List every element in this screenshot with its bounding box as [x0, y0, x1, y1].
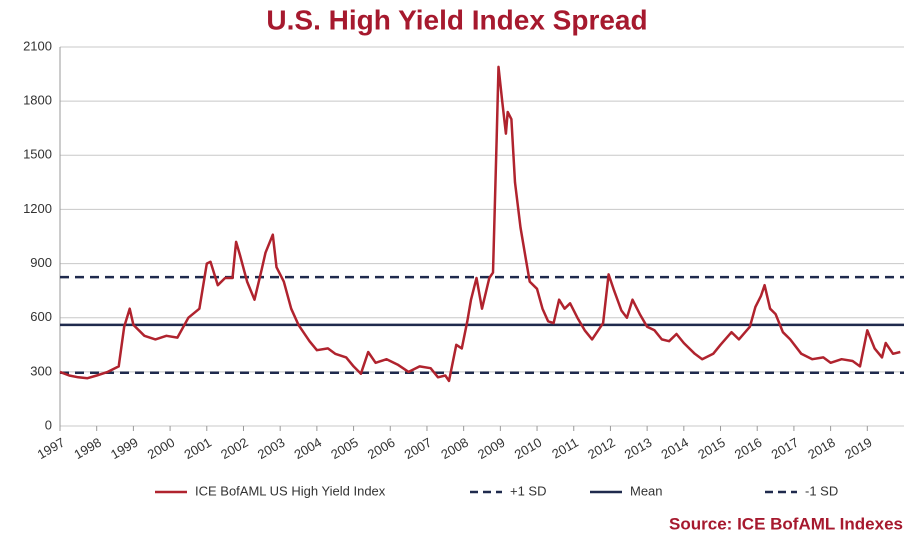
chart-title: U.S. High Yield Index Spread	[266, 4, 647, 35]
y-tick-label: 1200	[23, 201, 52, 216]
x-tick-label: 2005	[328, 435, 361, 462]
x-tick-label: 2010	[512, 435, 545, 462]
x-tick-label: 2008	[438, 435, 471, 462]
y-tick-label: 1500	[23, 147, 52, 162]
data-line	[59, 65, 901, 383]
y-tick-label: 600	[30, 309, 52, 324]
legend-label: +1 SD	[510, 483, 547, 498]
legend-label: -1 SD	[805, 483, 838, 498]
y-tick-label: 2100	[23, 38, 52, 53]
x-tick-label: 2019	[842, 435, 875, 462]
x-tick-label: 1998	[71, 435, 104, 462]
y-tick-label: 900	[30, 255, 52, 270]
x-tick-label: 2016	[732, 435, 765, 462]
x-tick-label: 1999	[108, 435, 141, 462]
x-tick-label: 2018	[805, 435, 838, 462]
y-tick-label: 300	[30, 363, 52, 378]
x-tick-label: 2012	[585, 435, 618, 462]
y-tick-label: 1800	[23, 93, 52, 108]
x-tick-label: 2009	[475, 435, 508, 462]
y-tick-label: 0	[45, 417, 52, 432]
legend-label: ICE BofAML US High Yield Index	[195, 483, 386, 498]
x-tick-label: 1997	[35, 435, 68, 462]
source: Source: ICE BofAML Indexes	[669, 514, 903, 533]
x-tick-label: 2002	[218, 435, 251, 462]
x-tick-label: 2014	[658, 435, 691, 462]
legend-label: Mean	[630, 483, 663, 498]
x-tick-label: 2011	[549, 435, 581, 462]
x-tick-label: 2000	[145, 435, 178, 462]
x-tick-label: 2003	[255, 435, 288, 462]
x-tick-label: 2015	[695, 435, 728, 462]
x-tick-label: 2013	[622, 435, 655, 462]
x-tick-label: 2001	[181, 435, 214, 462]
x-tick-label: 2017	[769, 435, 802, 462]
x-tick-label: 2006	[365, 435, 398, 462]
x-tick-label: 2004	[292, 435, 325, 462]
x-tick-label: 2007	[402, 435, 435, 462]
